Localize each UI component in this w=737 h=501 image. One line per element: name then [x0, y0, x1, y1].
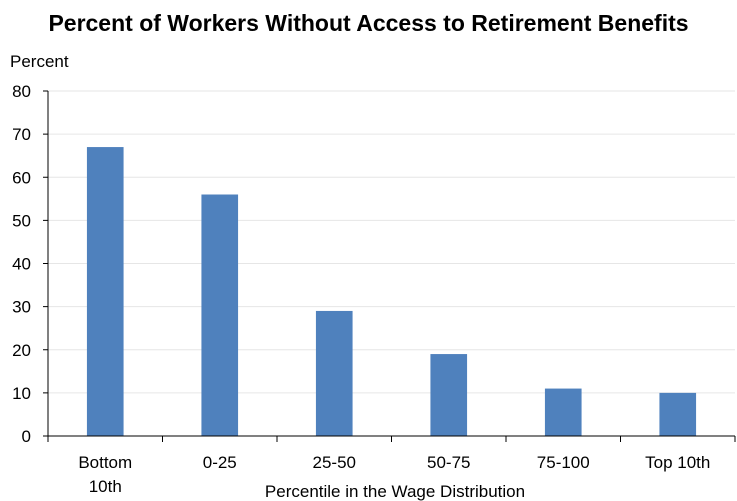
x-tick-label: 50-75 [427, 453, 470, 472]
chart-title: Percent of Workers Without Access to Ret… [48, 10, 689, 36]
x-tick-label: 0-25 [203, 453, 237, 472]
y-tick-labels: 0 10 20 30 40 50 60 70 80 [12, 82, 31, 446]
x-tick-label: Bottom 10th [78, 453, 132, 496]
bar [430, 354, 468, 436]
axes [43, 90, 736, 442]
bar [544, 388, 582, 436]
bar [659, 392, 697, 436]
y-tick-label: 60 [12, 168, 31, 187]
y-tick-label: 80 [12, 82, 31, 101]
y-tick-label: 0 [22, 427, 31, 446]
x-tick-label: Top 10th [645, 453, 710, 472]
y-tick-label: 70 [12, 125, 31, 144]
x-tick-label: 25-50 [313, 453, 356, 472]
y-axis-label: Percent [10, 52, 69, 71]
gridlines [48, 90, 735, 394]
bars [86, 147, 697, 436]
x-tick-label: 75-100 [537, 453, 590, 472]
y-tick-label: 20 [12, 341, 31, 360]
x-tick-labels: Bottom 10th 0-25 25-50 50-75 75-100 Top 10th [78, 453, 710, 496]
y-tick-label: 10 [12, 384, 31, 403]
x-axis-label: Percentile in the Wage Distribution [265, 482, 525, 501]
bar [86, 147, 124, 436]
bar [201, 194, 239, 436]
y-tick-label: 40 [12, 255, 31, 274]
y-tick-label: 30 [12, 298, 31, 317]
bar [315, 310, 353, 436]
y-tick-label: 50 [12, 211, 31, 230]
